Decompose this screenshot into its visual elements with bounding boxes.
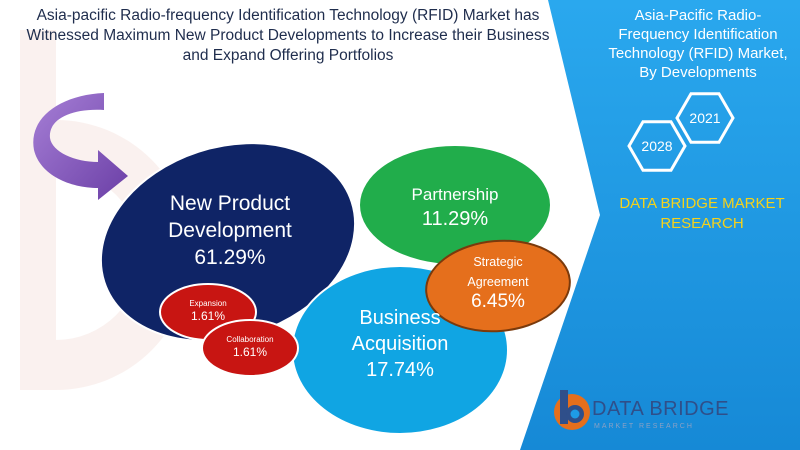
curved-arrow-icon [33,93,128,200]
bubble-label-name: Collaboration [226,335,274,344]
headline-line: Witnessed Maximum New Product Developmen… [26,27,550,44]
headline: Asia-pacific Radio-frequency Identificat… [8,6,568,66]
headline-line: and Expand Offering Portfolios [182,47,394,64]
bubble-label-value: 6.45% [471,291,525,312]
bubble-label-name: Acquisition [351,333,449,355]
panel-title: Asia-Pacific Radio- Frequency Identifica… [598,6,798,82]
data-bridge-logo-icon [554,390,590,430]
bubble-label-business-acquisition: Business Acquisition 17.74% [310,305,490,383]
panel-title-line: Asia-Pacific Radio- [634,7,762,24]
hexagon-badge-icon [675,92,735,144]
bubble-label-name: Partnership [411,185,499,204]
headline-line: Asia-pacific Radio-frequency Identificat… [36,7,540,24]
year-badges: 2021 2028 [627,92,735,172]
bubble-label-value: 11.29% [421,208,489,230]
bubble-chart [99,142,571,435]
year-label: 2028 [641,138,672,154]
logo-subtext: MARKET RESEARCH [594,423,694,430]
bubble-label-name: Business [359,307,441,329]
bubble-label-value: 61.29% [194,246,266,269]
bubble-label-new-product-development: New Product Development 61.29% [150,190,310,271]
bubble-label-collaboration: Collaboration 1.61% [207,333,293,359]
bubble-label-name: New Product [169,192,291,215]
bubble-label-name: Strategic [473,255,523,269]
brand-line: DATA BRIDGE MARKET [619,195,785,212]
brand-line: RESEARCH [660,215,744,232]
panel-title-line: By Developments [639,64,757,81]
bubble-collaboration [201,319,299,377]
panel-title-line: Technology (RFID) Market, [608,45,788,62]
hexagon-badge-icon [627,120,687,172]
bubble-label-name: Development [168,219,292,242]
bubble-label-name: Agreement [467,275,529,289]
brand-name: DATA BRIDGE MARKET RESEARCH [612,194,792,234]
bubble-label-name: Expansion [189,299,227,308]
bubble-label-value: 1.61% [232,345,268,359]
bubble-label-strategic-agreement: Strategic Agreement 6.45% [430,252,566,312]
bubble-label-partnership: Partnership 11.29% [375,182,535,232]
bubble-label-value: 17.74% [366,359,434,381]
bubble-label-value: 1.61% [190,309,226,323]
panel-title-line: Frequency Identification [618,26,778,43]
bubble-label-expansion: Expansion 1.61% [165,297,251,323]
year-label: 2021 [689,110,720,126]
bubble-strategic-agreement [425,239,571,333]
logo-text: DATA BRIDGE [592,398,730,420]
